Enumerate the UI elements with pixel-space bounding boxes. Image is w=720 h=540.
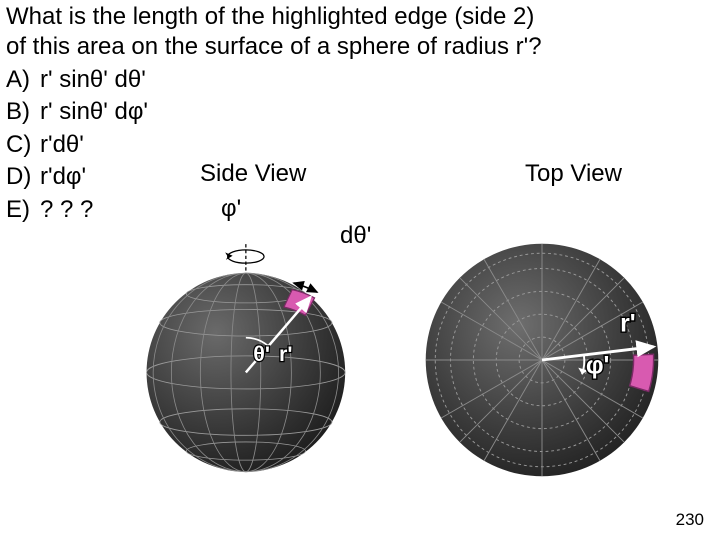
option-c: C) r'dθ' xyxy=(6,129,148,161)
side-view-label: Side View xyxy=(200,160,306,188)
option-text: r'dθ' xyxy=(40,129,84,161)
phi-rotation-label: φ' xyxy=(221,195,241,223)
option-b: B) r' sinθ' dφ' xyxy=(6,96,148,128)
r-label-side: r' xyxy=(279,342,292,366)
side-view-sphere: θ' r' xyxy=(130,240,370,480)
page-number: 230 xyxy=(676,510,704,530)
question-line1: What is the length of the highlighted ed… xyxy=(6,3,534,30)
option-text: r' sinθ' dφ' xyxy=(40,96,148,128)
option-letter: A) xyxy=(6,64,40,96)
option-letter: E) xyxy=(6,194,40,226)
top-view-label: Top View xyxy=(525,160,622,188)
option-e: E) ? ? ? xyxy=(6,194,148,226)
highlighted-patch-top xyxy=(630,354,654,391)
theta-label: θ' xyxy=(253,342,270,366)
answer-options: A) r' sinθ' dθ' B) r' sinθ' dφ' C) r'dθ'… xyxy=(6,64,148,226)
top-view-sphere: r' φ' xyxy=(420,238,664,482)
option-text: r' sinθ' dθ' xyxy=(40,64,146,96)
option-text: ? ? ? xyxy=(40,194,93,226)
option-text: r'dφ' xyxy=(40,161,86,193)
option-a: A) r' sinθ' dθ' xyxy=(6,64,148,96)
r-label-top: r' xyxy=(620,310,636,337)
option-d: D) r'dφ' xyxy=(6,161,148,193)
option-letter: B) xyxy=(6,96,40,128)
question-text: What is the length of the highlighted ed… xyxy=(6,2,596,62)
option-letter: D) xyxy=(6,161,40,193)
question-line2: of this area on the surface of a sphere … xyxy=(6,33,542,60)
phi-label-top: φ' xyxy=(586,352,610,379)
option-letter: C) xyxy=(6,129,40,161)
